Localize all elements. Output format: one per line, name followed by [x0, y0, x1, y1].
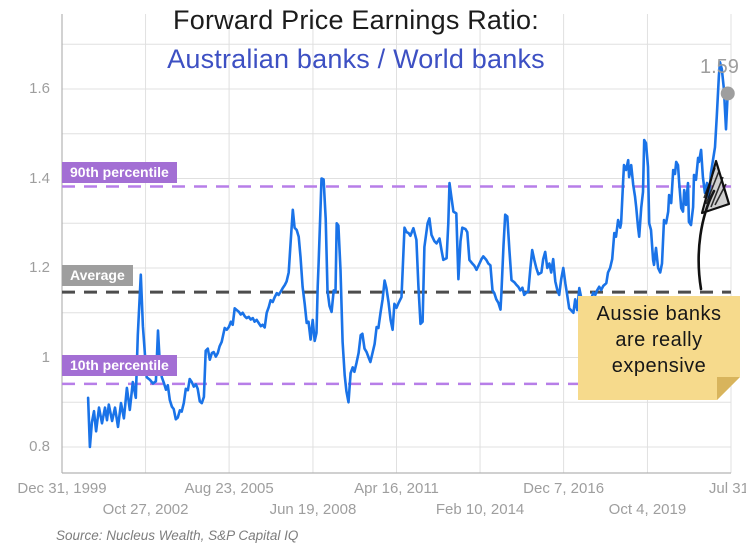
sticky-note: Aussie banks are really expensive [578, 296, 740, 400]
sticky-note-line: expensive [611, 355, 707, 377]
x-tick-label: Aug 23, 2005 [184, 480, 274, 497]
chart-subtitle: Australian banks / World banks [167, 44, 545, 74]
x-tick-label: Dec 7, 2016 [523, 480, 605, 497]
sticky-note-text: Aussie banks are really expensive [578, 296, 740, 379]
y-tick-label: 1 [41, 348, 50, 366]
percentile-90-badge: 90th percentile [62, 162, 177, 183]
last-value-label: 1.59 [700, 56, 739, 78]
x-tick-label: Dec 31, 1999 [17, 480, 107, 497]
source-attribution: Source: Nucleus Wealth, S&P Capital IQ [56, 528, 299, 543]
sticky-note-line: Aussie banks [596, 303, 722, 325]
y-tick-label: 1.2 [29, 259, 50, 276]
x-tick-label: Feb 10, 2014 [435, 501, 525, 518]
y-tick-label: 0.8 [29, 438, 50, 455]
x-tick-label: Jul 31, [708, 480, 746, 497]
percentile-10-badge: 10th percentile [62, 355, 177, 376]
latest-point-dot [720, 86, 735, 101]
chart-title: Forward Price Earnings Ratio: [173, 5, 539, 35]
pe-ratio-series-line [86, 60, 729, 449]
x-tick-label: Oct 27, 2002 [102, 501, 189, 518]
x-tick-label: Apr 16, 2011 [354, 480, 439, 497]
x-tick-label: Oct 4, 2019 [608, 501, 687, 518]
sticky-note-fold [717, 377, 740, 400]
x-tick-label: Jun 19, 2008 [269, 501, 357, 518]
average-badge: Average [62, 265, 133, 286]
y-tick-label: 1.6 [29, 80, 50, 97]
y-tick-label: 1.4 [29, 169, 50, 187]
sticky-note-line: are really [615, 329, 703, 351]
